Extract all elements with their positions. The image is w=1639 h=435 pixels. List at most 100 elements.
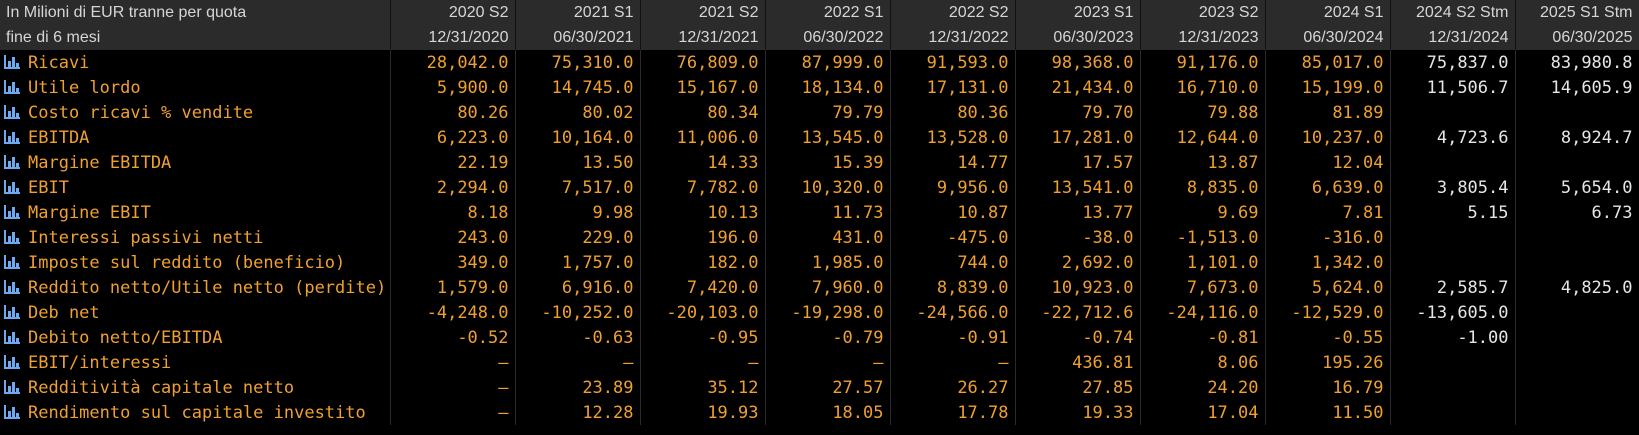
table-row[interactable]: Interessi passivi netti 243.0 229.0 196.0 43…: [0, 225, 1639, 250]
bar-chart-icon[interactable]: [4, 379, 20, 394]
row-label-cell[interactable]: Utile lordo: [0, 75, 391, 100]
row-label-cell[interactable]: Deb net: [0, 300, 391, 325]
period-date: 12/31/2024: [1390, 25, 1516, 50]
value-cell: [1515, 225, 1639, 250]
bar-chart-icon[interactable]: [4, 104, 20, 119]
value-cell: 13,528.0: [890, 125, 1016, 150]
row-label: EBIT: [28, 177, 69, 198]
value-cell: 13.87: [1140, 150, 1266, 175]
bar-chart-icon[interactable]: [4, 154, 20, 169]
value-cell: 8.18: [390, 200, 516, 225]
value-cell: 91,176.0: [1140, 50, 1266, 75]
table-row[interactable]: Redditività capitale netto —23.89 35.12 27.…: [0, 375, 1639, 400]
row-label-cell[interactable]: Imposte sul reddito (beneficio): [0, 250, 391, 275]
value-cell: 10,164.0: [515, 125, 641, 150]
value-cell: 35.12: [640, 375, 766, 400]
row-label: Debito netto/EBITDA: [28, 327, 223, 348]
row-label-cell[interactable]: Reddito netto/Utile netto (perdite): [0, 275, 391, 300]
row-label-cell[interactable]: EBIT/interessi: [0, 350, 391, 375]
table-row[interactable]: Margine EBITDA 22.19 13.50 14.33 15.39 14.77 1…: [0, 150, 1639, 175]
table-row[interactable]: Margine EBIT 8.18 9.98 10.13 11.73 10.87 13.77…: [0, 200, 1639, 225]
value-cell: 14,605.9: [1515, 75, 1639, 100]
row-label: EBIT/interessi: [28, 352, 172, 373]
bar-chart-icon[interactable]: [4, 54, 20, 69]
row-label-cell[interactable]: EBIT: [0, 175, 391, 200]
value-cell: 9.69: [1140, 200, 1266, 225]
row-label: Utile lordo: [28, 77, 141, 98]
bar-chart-icon[interactable]: [4, 279, 20, 294]
bar-chart-icon[interactable]: [4, 229, 20, 244]
row-label-cell[interactable]: Ricavi: [0, 50, 391, 75]
row-label-cell[interactable]: Rendimento sul capitale investito: [0, 400, 391, 425]
table-row[interactable]: Costo ricavi % vendite 80.26 80.02 80.34 79.…: [0, 100, 1639, 125]
value-cell: 79.79: [765, 100, 891, 125]
table-row[interactable]: Deb net -4,248.0 -10,252.0 -20,103.0 -19,298…: [0, 300, 1639, 325]
period-label[interactable]: 2023 S1: [1015, 0, 1141, 25]
value-cell: 5,654.0: [1515, 175, 1639, 200]
row-label-cell[interactable]: Redditività capitale netto: [0, 375, 391, 400]
row-label-cell[interactable]: EBITDA: [0, 125, 391, 150]
table-row[interactable]: Imposte sul reddito (beneficio) 349.0 1,75…: [0, 250, 1639, 275]
period-label[interactable]: 2021 S1: [515, 0, 641, 25]
row-label: Redditività capitale netto: [28, 377, 295, 398]
value-cell: [1515, 150, 1639, 175]
value-cell: 17,131.0: [890, 75, 1016, 100]
bar-chart-icon[interactable]: [4, 254, 20, 269]
table-row[interactable]: Reddito netto/Utile netto (perdite) 1,579…: [0, 275, 1639, 300]
value-cell: 5,900.0: [390, 75, 516, 100]
value-cell: -1.00: [1390, 325, 1516, 350]
value-cell: 18.05: [765, 400, 891, 425]
value-cell: 5,624.0: [1265, 275, 1391, 300]
table-row[interactable]: Debito netto/EBITDA -0.52 -0.63 -0.95 -0.79-…: [0, 325, 1639, 350]
bar-chart-icon[interactable]: [4, 179, 20, 194]
value-cell: [1390, 375, 1516, 400]
value-cell: 1,342.0: [1265, 250, 1391, 275]
bar-chart-icon[interactable]: [4, 304, 20, 319]
value-cell: 6,639.0: [1265, 175, 1391, 200]
value-cell: [1390, 150, 1516, 175]
period-label[interactable]: 2022 S1: [765, 0, 891, 25]
value-cell: 8.06: [1140, 350, 1266, 375]
row-label-cell[interactable]: Interessi passivi netti: [0, 225, 391, 250]
value-cell: —: [640, 350, 766, 375]
value-cell: 12,644.0: [1140, 125, 1266, 150]
bar-chart-icon[interactable]: [4, 404, 20, 419]
value-cell: 80.02: [515, 100, 641, 125]
bar-chart-icon[interactable]: [4, 329, 20, 344]
period-label[interactable]: 2024 S1: [1265, 0, 1391, 25]
period-date: 12/31/2022: [890, 25, 1016, 50]
period-label[interactable]: 2020 S2: [390, 0, 516, 25]
row-label-cell[interactable]: Debito netto/EBITDA: [0, 325, 391, 350]
value-cell: 15,167.0: [640, 75, 766, 100]
period-label[interactable]: 2025 S1 Stm: [1515, 0, 1639, 25]
value-cell: 11.50: [1265, 400, 1391, 425]
bar-chart-icon[interactable]: [4, 204, 20, 219]
table-row[interactable]: EBITDA 6,223.0 10,164.0 11,006.0 13,545.0 13,…: [0, 125, 1639, 150]
bar-chart-icon[interactable]: [4, 354, 20, 369]
value-cell: 243.0: [390, 225, 516, 250]
row-label: Costo ricavi % vendite: [28, 102, 254, 123]
bar-chart-icon[interactable]: [4, 129, 20, 144]
period-label[interactable]: 2023 S2: [1140, 0, 1266, 25]
row-label: EBITDA: [28, 127, 90, 148]
value-cell: —: [890, 350, 1016, 375]
bar-chart-icon[interactable]: [4, 79, 20, 94]
table-row[interactable]: Utile lordo 5,900.0 14,745.0 15,167.0 18,134…: [0, 75, 1639, 100]
table-row[interactable]: Rendimento sul capitale investito —12.28 1…: [0, 400, 1639, 425]
value-cell: 80.36: [890, 100, 1016, 125]
value-cell: 80.34: [640, 100, 766, 125]
row-label-cell[interactable]: Costo ricavi % vendite: [0, 100, 391, 125]
table-row[interactable]: Ricavi 28,042.0 75,310.0 76,809.0 87,999.0 91…: [0, 50, 1639, 75]
value-cell: -0.81: [1140, 325, 1266, 350]
row-label-cell[interactable]: Margine EBITDA: [0, 150, 391, 175]
value-cell: 23.89: [515, 375, 641, 400]
value-cell: 7,673.0: [1140, 275, 1266, 300]
table-row[interactable]: EBIT/interessi — — — — —436.81 8.06 195.26: [0, 350, 1639, 375]
period-label[interactable]: 2024 S2 Stm: [1390, 0, 1516, 25]
period-label[interactable]: 2021 S2: [640, 0, 766, 25]
value-cell: 196.0: [640, 225, 766, 250]
period-label[interactable]: 2022 S2: [890, 0, 1016, 25]
table-row[interactable]: EBIT 2,294.0 7,517.0 7,782.0 10,320.0 9,956.0…: [0, 175, 1639, 200]
period-date: 06/30/2023: [1015, 25, 1141, 50]
row-label-cell[interactable]: Margine EBIT: [0, 200, 391, 225]
